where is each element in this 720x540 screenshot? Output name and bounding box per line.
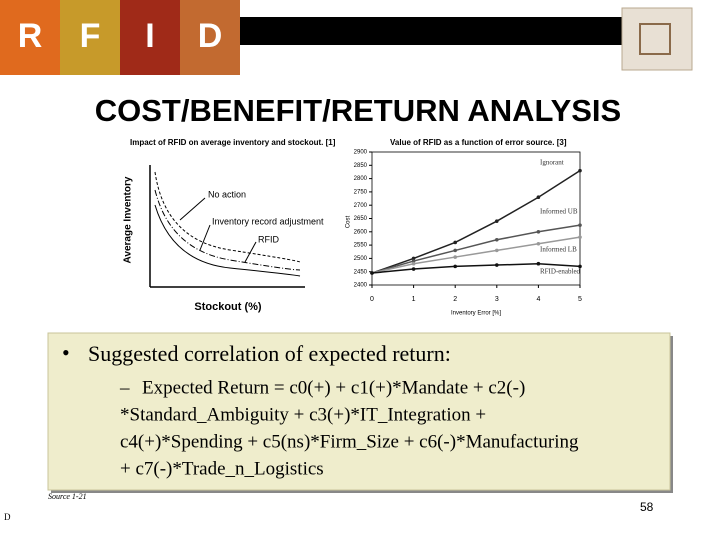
point — [495, 219, 499, 223]
y-label: Average Inventory — [123, 176, 134, 263]
point — [453, 264, 458, 269]
point — [453, 240, 458, 245]
curve — [154, 204, 301, 277]
point — [536, 261, 541, 266]
series-label: RFID-enabled — [540, 268, 581, 276]
curve — [154, 189, 301, 271]
bullet-glyph: • — [62, 340, 70, 365]
point — [578, 223, 582, 227]
point — [578, 168, 582, 173]
series-label: Informed UB — [540, 208, 578, 216]
point — [536, 230, 541, 234]
figure-title: Impact of RFID on average inventory and … — [130, 138, 336, 147]
slide-title: COST/BENEFIT/RETURN ANALYSIS — [95, 93, 621, 128]
y-tick-label: 2800 — [354, 176, 368, 182]
header-letter: F — [80, 17, 101, 55]
y-tick-label: 2700 — [354, 203, 368, 209]
point — [411, 261, 416, 266]
header-bar — [240, 17, 625, 45]
x-tick-label: 2 — [453, 296, 457, 303]
point — [453, 255, 458, 259]
y-tick-label: 2450 — [354, 269, 368, 275]
source: Source 1-21 — [48, 492, 87, 501]
point — [411, 267, 416, 271]
header-letter: R — [18, 17, 43, 55]
series-line — [371, 224, 581, 274]
y-tick-label: 2600 — [354, 229, 368, 235]
header-box — [120, 0, 180, 75]
x-tick-label: 1 — [412, 296, 416, 303]
point — [370, 271, 374, 275]
x-tick-label: 3 — [495, 296, 499, 303]
series-line — [371, 236, 581, 274]
point — [536, 195, 541, 200]
page-number: 58 — [640, 500, 654, 514]
point — [578, 235, 582, 239]
curve-label: Inventory record adjustment — [212, 216, 324, 226]
logo-chip — [639, 23, 671, 55]
point — [495, 263, 499, 267]
sub-line: Expected Return = c0(+) + c1(+)*Mandate … — [142, 377, 525, 398]
y-tick-label: 2400 — [354, 283, 368, 289]
x-label: Inventory Error [%] — [451, 311, 501, 317]
series-label: Ignorant — [540, 159, 564, 167]
x-label: Stockout (%) — [194, 301, 262, 313]
point — [411, 259, 416, 263]
y-label: Cost — [346, 216, 352, 229]
header-box — [180, 0, 240, 75]
pointer — [244, 241, 257, 263]
y-tick-label: 2850 — [354, 163, 368, 169]
bullet-box — [47, 332, 671, 491]
x-tick-label: 5 — [578, 296, 582, 303]
series-label: Informed LB — [540, 246, 577, 254]
right-chart: Value of RFID as a function of error sou… — [346, 138, 582, 316]
header-box — [0, 0, 60, 75]
x-tick-label: 4 — [536, 296, 540, 303]
bullet-text: Suggested correlation of expected return… — [88, 341, 451, 366]
y-tick-label: 2750 — [354, 189, 368, 195]
point — [453, 248, 458, 253]
logo — [621, 7, 693, 71]
pointer — [199, 224, 211, 251]
x-tick-label: 0 — [370, 296, 374, 303]
dash-glyph: – — [119, 377, 130, 398]
series-line — [371, 169, 581, 274]
point — [495, 248, 499, 253]
y-tick-label: 2500 — [354, 256, 368, 262]
sub-line: + c7(-)*Trade_n_Logistics — [120, 458, 324, 479]
y-tick-label: 2550 — [354, 243, 368, 249]
point — [536, 241, 541, 246]
header-box — [60, 0, 120, 75]
curve-label: RFID — [258, 234, 279, 244]
y-tick-label: 2650 — [354, 216, 368, 222]
chart-title: Value of RFID as a function of error sou… — [390, 138, 567, 147]
curve-label: No action — [208, 189, 246, 199]
point — [578, 264, 582, 269]
point — [411, 256, 416, 261]
header-letter: I — [145, 17, 154, 55]
header-letter: D — [198, 17, 223, 55]
point — [495, 237, 499, 242]
y-tick-label: 2900 — [354, 150, 368, 156]
series-line — [371, 262, 581, 274]
pointer — [179, 197, 206, 221]
footer-letter: D — [4, 512, 11, 522]
sub-line: *Standard_Ambiguity + c3(+)*IT_Integrati… — [120, 404, 486, 425]
sub-line: c4(+)*Spending + c5(ns)*Firm_Size + c6(-… — [120, 431, 579, 452]
curve — [154, 171, 301, 263]
